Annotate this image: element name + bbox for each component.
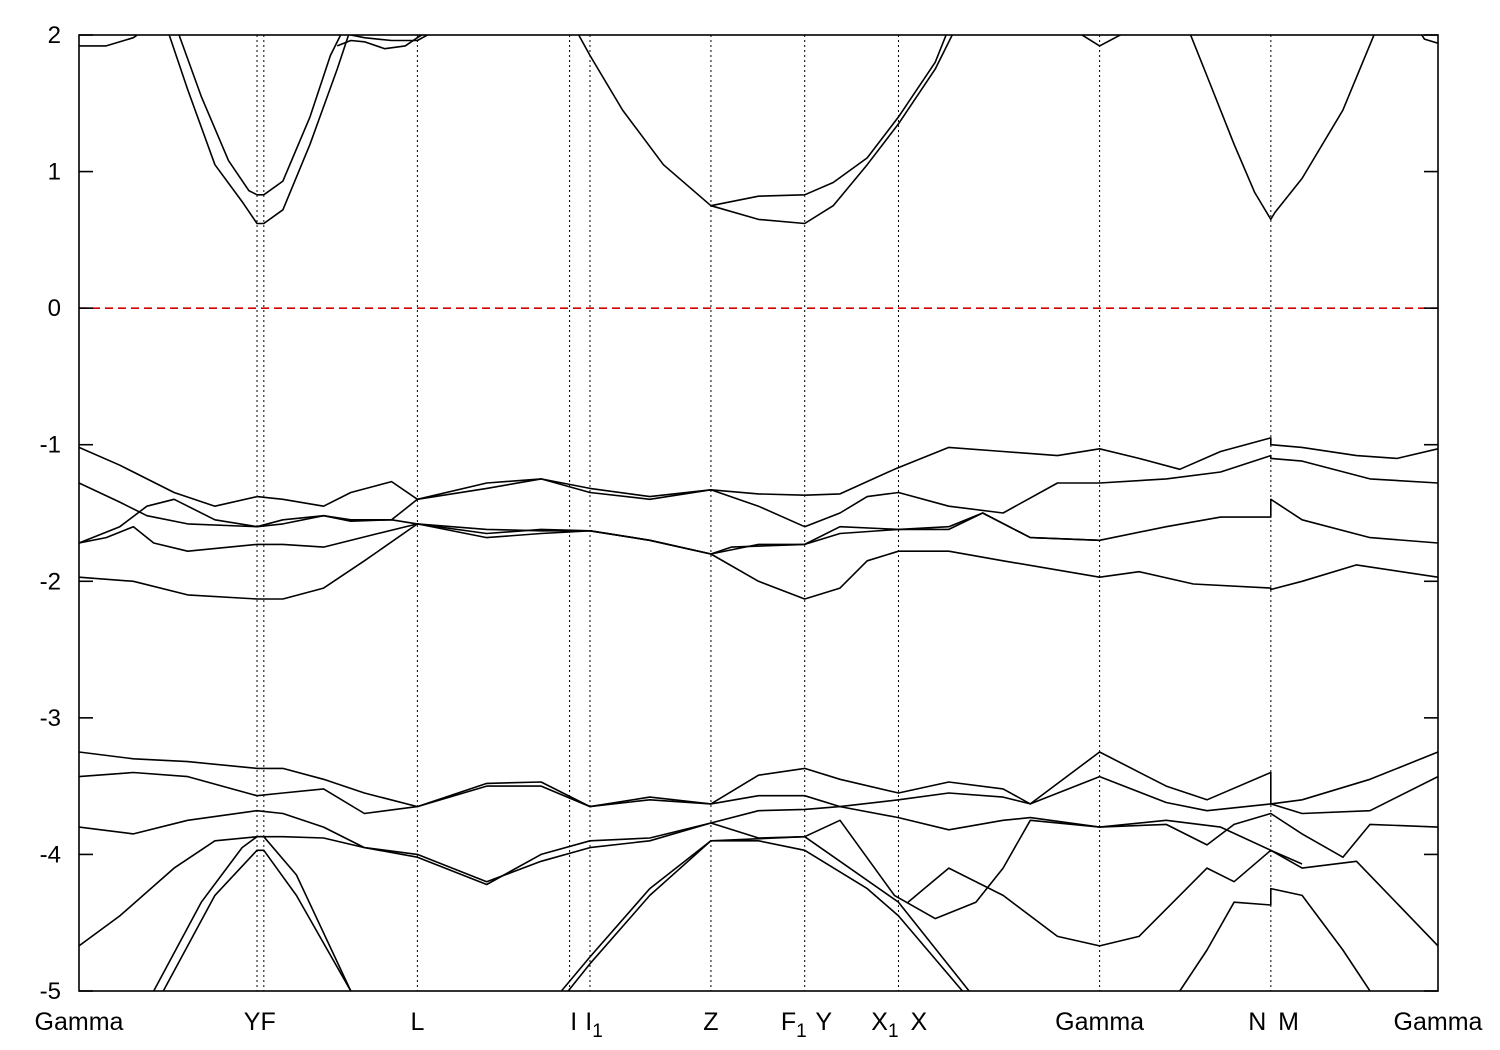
kpoint-label-6: F1 <box>781 1008 807 1042</box>
plot-frame <box>78 34 1439 992</box>
kpoint-label-11: N <box>1248 1008 1266 1036</box>
band-8 <box>1189 35 1375 221</box>
band-2 <box>178 35 342 196</box>
band-17 <box>79 805 1438 883</box>
kpoint-label-7: Y <box>815 1008 832 1036</box>
kpoint-label-13: Gamma <box>1394 1008 1483 1036</box>
y-tick-label-1: 1 <box>48 159 61 186</box>
band-3 <box>336 35 424 50</box>
y-tick-label-6: -4 <box>40 841 61 868</box>
y-tick-label-2: 0 <box>48 295 61 322</box>
band-11 <box>79 454 1438 528</box>
band-9 <box>1420 35 1438 44</box>
band-4 <box>347 35 430 42</box>
band-22 <box>567 835 970 991</box>
y-tick-label-0: 2 <box>48 22 61 49</box>
band-19 <box>152 835 352 991</box>
band-15 <box>79 751 1438 808</box>
kpoint-label-2: L <box>410 1008 424 1036</box>
band-16 <box>79 771 1438 815</box>
band-7 <box>1080 35 1122 47</box>
band-14 <box>79 512 1100 600</box>
kpoint-lines <box>256 35 1272 991</box>
y-tick-label-7: -5 <box>40 978 61 1005</box>
bands <box>79 35 1438 991</box>
y-axis-tick-labels: 2 1 0 -1 -2 -3 -4 -5 <box>40 22 61 1005</box>
kpoint-label-1: YF <box>244 1008 276 1036</box>
y-tick-label-3: -1 <box>40 432 61 459</box>
kpoint-label-10: Gamma <box>1055 1008 1144 1036</box>
band-21 <box>560 840 964 991</box>
band-24 <box>1179 887 1371 991</box>
band-23 <box>907 849 1303 947</box>
kpoint-labels: Gamma YF L I I1 Z F1 Y X1 X Gamma N M Gamma <box>35 1008 1483 1042</box>
kpoint-label-3: I <box>570 1008 577 1036</box>
y-tick-label-5: -3 <box>40 705 61 732</box>
band-1 <box>168 35 350 225</box>
y-tick-label-4: -2 <box>40 568 61 595</box>
band-0 <box>79 35 139 47</box>
kpoint-label-5: Z <box>703 1008 718 1036</box>
band-5 <box>577 35 947 207</box>
kpoint-label-0: Gamma <box>35 1008 124 1036</box>
y-axis-ticks <box>79 34 1438 992</box>
band-20 <box>162 849 352 991</box>
band-10 <box>79 437 1438 507</box>
kpoint-label-9: X <box>911 1008 928 1036</box>
kpoint-label-4: I1 <box>585 1008 603 1042</box>
kpoint-label-8: X1 <box>871 1008 898 1042</box>
band-13 <box>79 523 1438 600</box>
band-6 <box>710 35 954 225</box>
kpoint-label-12: M <box>1278 1008 1299 1036</box>
